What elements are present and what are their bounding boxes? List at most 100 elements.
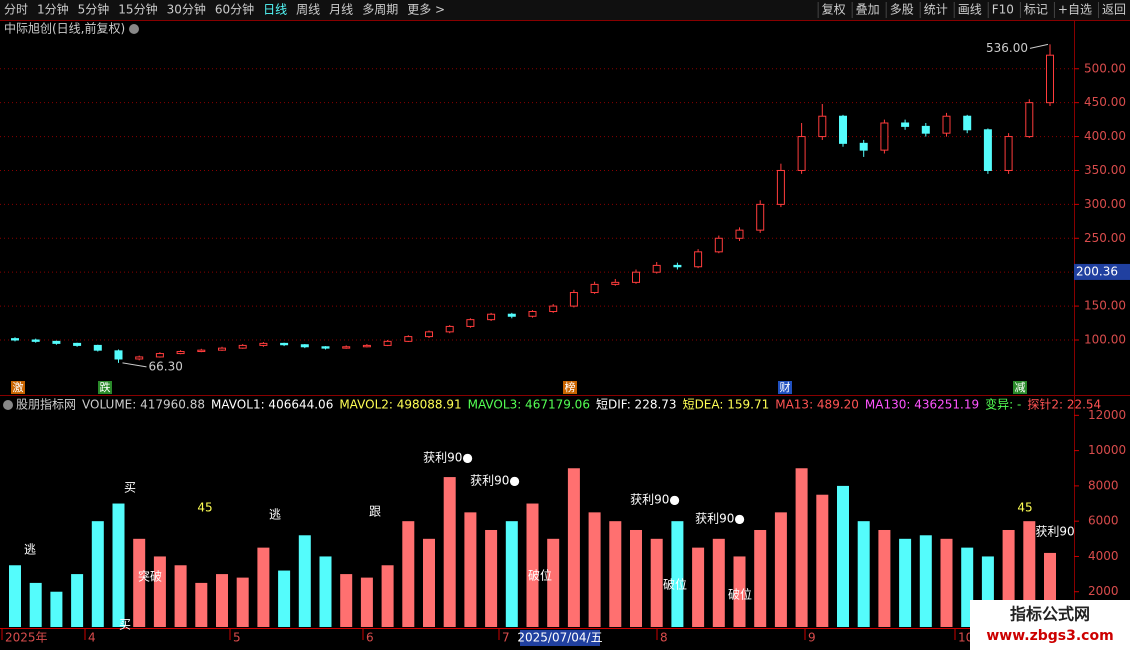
volume-bar — [443, 477, 456, 627]
volume-bar — [671, 521, 684, 627]
legend-entry: MA13: 489.20 — [775, 398, 859, 412]
x-tick-label: 8 — [660, 631, 668, 645]
event-badge[interactable] — [11, 381, 25, 394]
toolbar-button[interactable]: 统计 — [924, 3, 948, 17]
volume-bar — [257, 547, 270, 627]
y-tick-label: 300.00 — [1084, 197, 1126, 211]
candle-body — [238, 344, 247, 349]
toolbar-button[interactable]: F10 — [992, 3, 1014, 17]
volume-bar — [9, 565, 21, 627]
candle-body — [549, 305, 558, 313]
volume-bar — [692, 547, 705, 627]
signal-label: 获利90● — [695, 512, 745, 526]
candle-body — [942, 115, 951, 134]
toolbar-tab[interactable]: 30分钟 — [167, 2, 206, 17]
toolbar-tab[interactable]: 多周期 — [362, 3, 398, 17]
x-tick-label: 9 — [808, 631, 816, 645]
toolbar-button[interactable]: 复权 — [822, 3, 846, 17]
x-tick-label: 7 — [502, 631, 510, 645]
volume-bar — [340, 574, 353, 627]
toolbar-button[interactable]: 标记 — [1024, 3, 1048, 17]
candle-body — [445, 325, 454, 333]
y-tick-label: 10000 — [1088, 443, 1126, 457]
candle-body — [404, 336, 413, 342]
legend-entry: 探针2: 22.54 — [1027, 397, 1101, 412]
volume-bar — [816, 494, 829, 627]
volume-bar — [112, 503, 125, 627]
toolbar-button[interactable]: +自选 — [1058, 3, 1092, 17]
candle-body — [694, 251, 703, 268]
toolbar-tab[interactable]: 日线 — [263, 3, 287, 17]
signal-label: 逃 — [269, 508, 281, 522]
volume-bar — [423, 538, 435, 627]
volume-bar — [195, 582, 208, 627]
toolbar-tab[interactable]: 月线 — [329, 3, 353, 17]
event-badge[interactable] — [1013, 381, 1027, 394]
candle-body — [859, 142, 868, 151]
signal-label: 突破 — [138, 569, 162, 584]
toolbar-button[interactable]: 画线 — [958, 3, 982, 17]
volume-bar — [837, 485, 849, 627]
low-arrow — [122, 362, 147, 368]
panel-icon[interactable] — [3, 400, 13, 410]
legend-entry: MAVOL1: 406644.06 — [211, 398, 333, 412]
event-badge[interactable] — [778, 381, 792, 394]
x-tick-label: 5 — [233, 631, 241, 645]
candle-body — [342, 346, 351, 349]
volume-bar — [712, 538, 725, 627]
toolbar-tab[interactable]: 5分钟 — [78, 2, 110, 17]
signal-label: 45 — [197, 501, 212, 515]
toolbar-button[interactable]: 返回 — [1102, 3, 1126, 17]
toolbar-tab[interactable]: 60分钟 — [215, 2, 254, 17]
toolbar-button[interactable]: 叠加 — [856, 3, 880, 17]
volume-bar — [71, 574, 84, 627]
cursor-date: 2025/07/04/五 — [517, 631, 602, 645]
legend-entry: MA130: 436251.19 — [865, 398, 979, 412]
candle-body — [1025, 102, 1034, 138]
signal-label: 获利90● — [630, 493, 680, 507]
signal-label: 破位 — [663, 577, 687, 592]
y-tick-label: 500.00 — [1084, 61, 1126, 75]
volume-bar — [795, 468, 808, 627]
signal-label: 获利90● — [423, 451, 473, 465]
legend-entry: MAVOL3: 467179.06 — [468, 398, 590, 412]
candle-body — [880, 122, 889, 151]
toolbar-tab[interactable]: 15分钟 — [118, 2, 157, 17]
x-tick-label: 4 — [88, 631, 96, 645]
dropdown-icon[interactable] — [129, 24, 139, 34]
volume-bar — [402, 521, 415, 627]
x-tick-label: 10 — [958, 631, 973, 645]
candle-body — [611, 281, 620, 285]
candle-body — [487, 313, 496, 321]
candle-body — [921, 125, 930, 134]
candle-body — [218, 347, 226, 351]
candle-body — [839, 115, 847, 144]
toolbar-button[interactable]: 多股 — [890, 3, 914, 17]
volume-bar — [381, 565, 394, 627]
volume-bar — [754, 529, 767, 627]
event-badge-label: 激 — [13, 380, 24, 394]
y-tick-label: 350.00 — [1084, 163, 1126, 177]
y-tick-label: 6000 — [1088, 514, 1119, 528]
y-tick-label: 2000 — [1088, 584, 1119, 598]
toolbar-tab[interactable]: 更多 > — [407, 3, 445, 17]
candle-body — [362, 344, 371, 348]
toolbar-tab[interactable]: 1分钟 — [37, 2, 69, 17]
toolbar-tab[interactable]: 周线 — [296, 3, 320, 17]
event-badge[interactable] — [563, 381, 577, 394]
volume-bar — [650, 538, 663, 627]
volume-bar — [567, 468, 580, 627]
volume-bar — [878, 529, 891, 627]
volume-bar — [133, 538, 146, 627]
candle-body — [176, 351, 185, 355]
event-badge[interactable] — [98, 381, 112, 394]
candle-body — [963, 115, 972, 131]
y-tick-label: 400.00 — [1084, 129, 1126, 143]
legend-entry: 变异: - — [985, 397, 1021, 412]
event-badge-label: 减 — [1015, 381, 1026, 394]
candle-body — [135, 356, 144, 360]
toolbar-tab[interactable]: 分时 — [4, 3, 28, 17]
volume-bar — [360, 577, 373, 627]
